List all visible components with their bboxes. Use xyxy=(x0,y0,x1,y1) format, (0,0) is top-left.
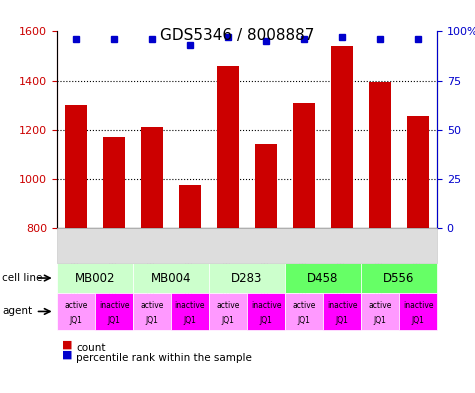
Text: D283: D283 xyxy=(231,272,263,285)
Text: inactive: inactive xyxy=(327,301,357,310)
Text: active: active xyxy=(292,301,316,310)
Bar xyxy=(369,82,391,228)
Text: inactive: inactive xyxy=(251,301,281,310)
Text: inactive: inactive xyxy=(99,301,129,310)
Bar xyxy=(331,46,353,228)
Bar xyxy=(293,103,315,228)
Bar xyxy=(255,144,277,228)
Text: MB002: MB002 xyxy=(75,272,115,285)
Text: GDS5346 / 8008887: GDS5346 / 8008887 xyxy=(160,28,314,42)
Text: count: count xyxy=(76,343,105,353)
Bar xyxy=(179,185,201,228)
Text: active: active xyxy=(216,301,240,310)
Text: JQ1: JQ1 xyxy=(335,316,349,325)
Text: JQ1: JQ1 xyxy=(107,316,121,325)
Text: JQ1: JQ1 xyxy=(259,316,273,325)
Text: D458: D458 xyxy=(307,272,339,285)
Text: active: active xyxy=(368,301,392,310)
Text: JQ1: JQ1 xyxy=(411,316,425,325)
Text: active: active xyxy=(64,301,88,310)
Text: JQ1: JQ1 xyxy=(145,316,159,325)
Bar xyxy=(141,127,163,228)
Text: ■: ■ xyxy=(62,340,72,350)
Text: JQ1: JQ1 xyxy=(183,316,197,325)
Text: ■: ■ xyxy=(62,350,72,360)
Bar xyxy=(407,116,429,228)
Text: JQ1: JQ1 xyxy=(69,316,83,325)
Text: inactive: inactive xyxy=(175,301,205,310)
Bar xyxy=(103,137,125,228)
Text: active: active xyxy=(140,301,164,310)
Text: percentile rank within the sample: percentile rank within the sample xyxy=(76,353,252,363)
Bar xyxy=(217,66,239,228)
Text: MB004: MB004 xyxy=(151,272,191,285)
Text: cell line: cell line xyxy=(2,273,43,283)
Text: D556: D556 xyxy=(383,272,415,285)
Text: inactive: inactive xyxy=(403,301,433,310)
Text: JQ1: JQ1 xyxy=(373,316,387,325)
Text: JQ1: JQ1 xyxy=(221,316,235,325)
Bar xyxy=(65,105,87,228)
Text: agent: agent xyxy=(2,307,32,316)
Text: JQ1: JQ1 xyxy=(297,316,311,325)
